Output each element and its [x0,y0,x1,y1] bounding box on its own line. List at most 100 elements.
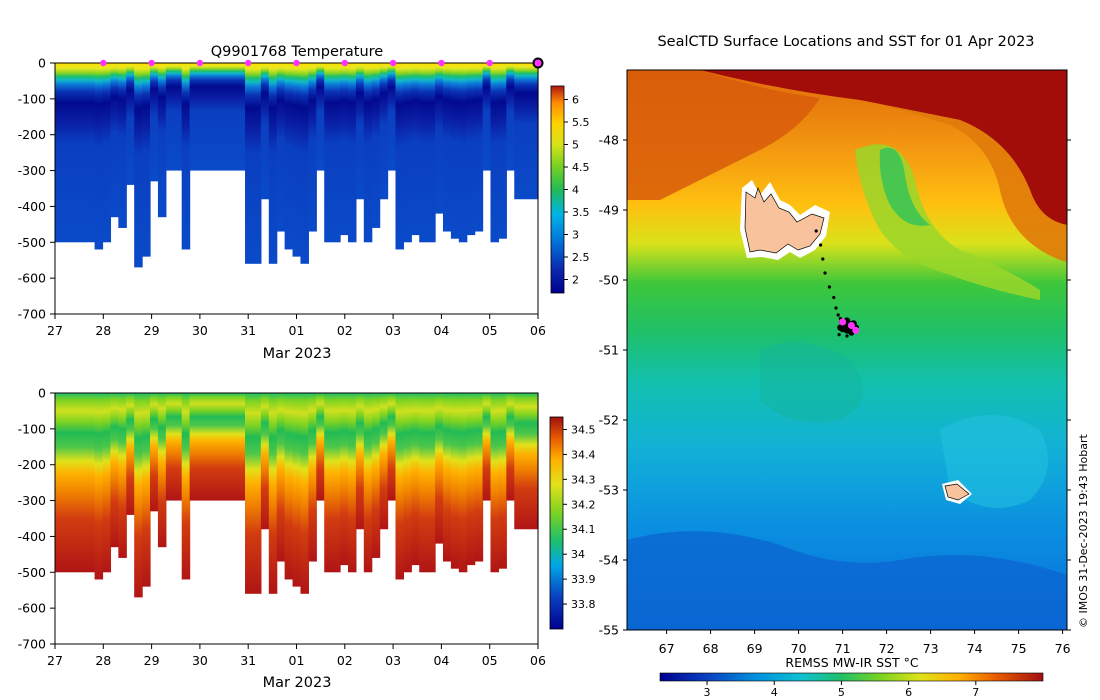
colorbar-tick-label: 34.5 [571,423,596,436]
profile-column [268,63,278,264]
profile-column [379,393,389,530]
profile-column [332,393,341,573]
map-y-tick-label: -51 [599,343,619,358]
map-x-tick-label: 68 [703,641,719,656]
profile-column [490,63,500,243]
profile-column [126,63,135,185]
profile-column [387,393,397,501]
map-x-tick-label: 71 [835,641,851,656]
profile-column [403,393,412,573]
track-point [827,285,832,289]
y-tick-label: -300 [18,163,46,178]
colorbar-tick-label: 34 [571,548,585,561]
profile-column [482,63,492,171]
map-title: SealCTD Surface Locations and SST for 01… [657,34,1034,50]
map-colorbar-tick-label: 3 [704,686,711,699]
profile-column [514,63,523,200]
x-tick-label: 06 [530,653,546,668]
profile-column [522,393,531,530]
temperature-surface-markers [100,57,544,69]
colorbar-tick-label: 33.8 [571,598,596,611]
map-x-tick-label: 72 [879,641,895,656]
y-tick-label: 0 [38,386,46,401]
profile-column [237,393,246,501]
colorbar-tick-label: 3 [572,229,579,242]
map-x-tick-label: 67 [659,641,675,656]
track-point [836,313,840,317]
temperature-panel: Q9901768 Temperature 0 -100 -200 -300 -400 -5… [18,44,590,362]
profile-column [86,393,96,573]
x-tick-label: 30 [192,323,208,338]
x-tick-label: 02 [337,653,353,668]
colorbar-tick-label: 2.5 [572,251,590,264]
track-point [832,295,836,300]
profile-column [55,63,64,243]
profile-column [324,393,333,573]
x-tick-label: 27 [47,323,63,338]
surface-locations [839,318,860,334]
map-x-tick-label: 74 [967,641,983,656]
profile-column [142,393,151,587]
profile-column [387,63,397,171]
colorbar-tick-label: 2 [572,274,579,287]
profile-column [482,393,492,501]
x-tick-label: 01 [289,653,305,668]
salinity-colorbar [549,416,564,630]
map-y-tick-label: -49 [599,203,619,218]
track-point [819,243,823,247]
temperature-y-ticks: 0 -100 -200 -300 -400 -500 -600 -700 [18,56,55,322]
x-tick-label: 28 [95,653,111,668]
profile-column [150,393,159,512]
profile-column [427,63,436,243]
y-tick-label: -600 [18,271,46,286]
profile-column [245,393,254,594]
profile-column [514,393,523,530]
profile-column [221,63,230,171]
profile-column [55,393,64,573]
profile-column [300,393,309,594]
profile-column [118,63,127,228]
x-tick-label: 29 [144,323,160,338]
profile-column [506,393,515,501]
profile-column [260,393,270,530]
salinity-x-ticks: 27 28 29 30 31 01 02 03 04 05 06 [47,644,546,668]
profile-column [134,393,143,598]
profile-column [86,63,96,243]
profile-column [530,393,539,530]
profile-column [292,393,302,587]
map-y-tick-label: -50 [599,273,619,288]
profile-column [110,393,119,548]
profile-column [363,393,373,573]
x-tick-label: 05 [482,323,498,338]
profile-column [506,63,515,171]
profile-column [284,63,294,250]
profile-column [173,393,183,501]
profile-column [324,63,333,243]
map-y-tick-label: -48 [599,133,619,148]
map-colorbar-tick-label: 5 [838,686,845,699]
profile-column [450,393,460,569]
profile-column [118,393,127,558]
track-point [837,333,841,337]
profile-column [229,63,238,171]
profile-column [332,63,341,243]
y-tick-label: -600 [18,601,46,616]
profile-column [189,393,199,501]
profile-column [498,63,507,239]
salinity-profiles [55,393,539,598]
track-point [823,271,827,275]
surface-location [839,318,847,326]
map-x-tick-label: 75 [1011,641,1027,656]
y-tick-label: -300 [18,493,46,508]
profile-column [530,63,539,200]
profile-column [442,393,452,562]
profile-column [94,63,104,250]
surface-marker [100,59,107,67]
surface-marker [245,59,252,67]
surface-marker [341,59,348,67]
profile-column [260,63,270,200]
temperature-colorbar [550,85,565,294]
profile-column [126,393,135,515]
profile-column [347,393,357,573]
colorbar-tick-label: 33.9 [571,573,596,586]
